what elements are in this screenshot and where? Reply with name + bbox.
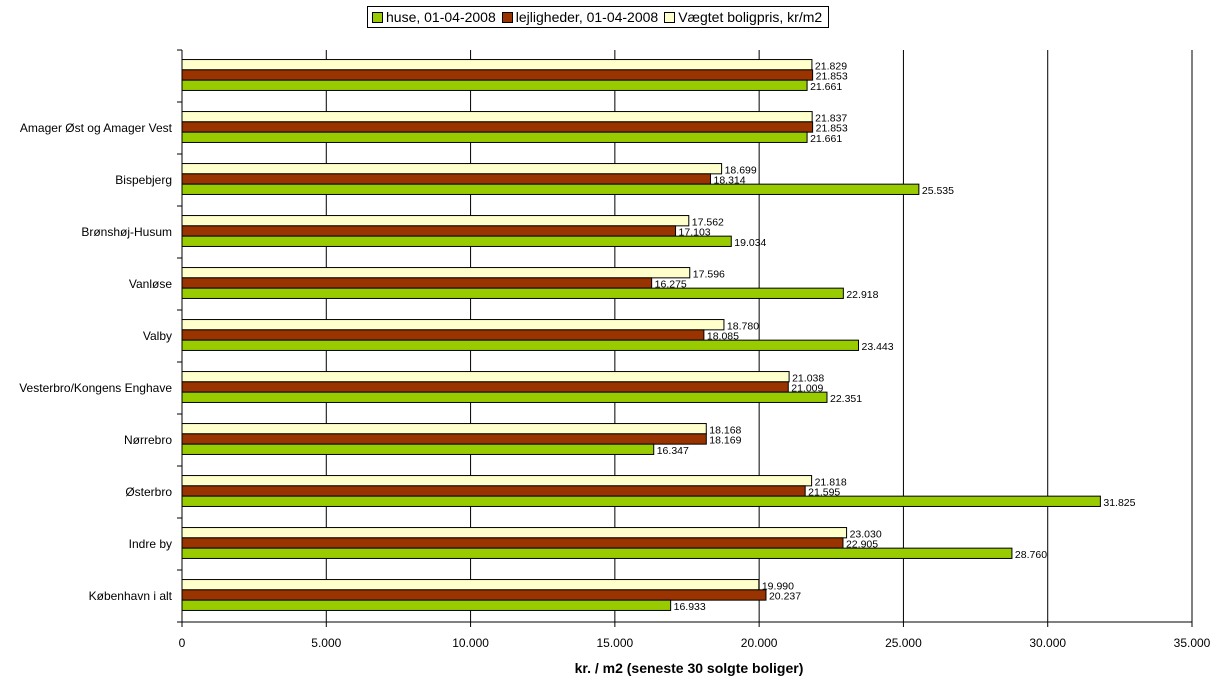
x-tick-label: 30.000	[1029, 636, 1066, 650]
bar	[181, 225, 677, 237]
data-label: 18.168	[709, 424, 741, 436]
legend-item-lejligheder: lejligheder, 01-04-2008	[501, 9, 659, 25]
bar	[181, 443, 655, 455]
legend-label-lejligheder: lejligheder, 01-04-2008	[515, 9, 659, 25]
bar	[181, 371, 790, 383]
bar	[181, 79, 808, 91]
bar	[181, 339, 859, 351]
bar	[181, 59, 813, 71]
legend-swatch-huse	[372, 11, 383, 23]
bar	[181, 579, 760, 591]
legend-item-huse: huse, 01-04-2008	[372, 9, 496, 25]
data-label: 31.825	[1103, 497, 1135, 509]
bar	[181, 433, 707, 445]
bar	[181, 121, 814, 133]
y-category-label: Valby	[143, 329, 172, 343]
y-category-label: Brønshøj-Husum	[81, 225, 172, 239]
bar	[181, 131, 808, 143]
data-label: 16.347	[657, 445, 689, 457]
data-label: 22.918	[846, 289, 878, 301]
data-label: 18.699	[725, 164, 757, 176]
bar	[181, 277, 653, 289]
x-tick-label: 35.000	[1174, 636, 1211, 650]
bar	[181, 537, 844, 549]
bar	[181, 495, 1101, 507]
bar	[181, 235, 732, 247]
data-label: 19.990	[762, 580, 794, 592]
y-category-label: Vanløse	[129, 277, 172, 291]
data-label: 20.237	[769, 591, 801, 603]
legend-label-huse: huse, 01-04-2008	[386, 9, 496, 25]
bar	[181, 163, 723, 175]
data-label: 28.760	[1015, 549, 1047, 561]
legend-swatch-vaegtet	[664, 11, 676, 23]
y-category-label: København i alt	[89, 589, 173, 603]
x-tick-label: 20.000	[741, 636, 778, 650]
legend-swatch-lejligheder	[501, 11, 513, 23]
bar	[181, 599, 672, 611]
bar	[181, 391, 828, 403]
data-label: 25.535	[922, 185, 954, 197]
bar	[181, 111, 813, 123]
y-category-label: Bispebjerg	[115, 173, 172, 187]
bar	[181, 381, 789, 393]
bar	[181, 485, 806, 497]
bar	[181, 589, 767, 601]
bar	[181, 173, 711, 185]
x-tick-label: 15.000	[597, 636, 634, 650]
data-label: 21.661	[810, 133, 842, 145]
legend-label-vaegtet: Vægtet boligpris, kr/m2	[678, 9, 823, 25]
data-label: 23.030	[850, 528, 882, 540]
y-category-label: Indre by	[129, 537, 172, 551]
y-category-label: Amager Øst og Amager Vest	[20, 121, 173, 135]
y-category-label: Nørrebro	[124, 433, 172, 447]
data-label: 22.351	[830, 393, 862, 405]
x-tick-label: 10.000	[452, 636, 489, 650]
bar	[181, 183, 920, 195]
chart-legend: huse, 01-04-2008 lejligheder, 01-04-2008…	[367, 6, 830, 28]
legend-item-vaegtet: Vægtet boligpris, kr/m2	[664, 9, 822, 25]
x-tick-label: 25.000	[885, 636, 922, 650]
data-label: 17.562	[692, 216, 724, 228]
data-label: 19.034	[734, 237, 766, 249]
data-label: 22.905	[846, 539, 878, 551]
bar	[181, 547, 1013, 559]
data-label: 18.780	[727, 320, 759, 332]
data-label: 21.853	[816, 71, 848, 83]
y-category-label: Vesterbro/Kongens Enghave	[19, 381, 172, 395]
data-label: 21.829	[815, 60, 847, 72]
x-tick-label: 5.000	[311, 636, 341, 650]
data-label: 21.853	[816, 123, 848, 135]
bar	[181, 215, 690, 227]
bar	[181, 319, 725, 331]
bar	[181, 267, 691, 279]
bar	[181, 329, 705, 341]
data-label: 21.661	[810, 81, 842, 93]
x-tick-label: 0	[179, 636, 186, 650]
data-label: 21.818	[815, 476, 847, 488]
bar	[181, 527, 848, 539]
bar	[181, 69, 814, 81]
data-label: 18.169	[709, 435, 741, 447]
x-axis-title: kr. / m2 (seneste 30 solgte boliger)	[574, 660, 804, 676]
bar	[181, 287, 844, 299]
y-category-label: Østerbro	[125, 485, 172, 499]
data-label: 17.596	[693, 268, 725, 280]
data-label: 23.443	[861, 341, 893, 353]
data-label: 21.038	[792, 372, 824, 384]
bar	[181, 423, 707, 435]
bar	[181, 475, 813, 487]
data-label: 16.933	[674, 601, 706, 613]
data-label: 21.837	[815, 112, 847, 124]
